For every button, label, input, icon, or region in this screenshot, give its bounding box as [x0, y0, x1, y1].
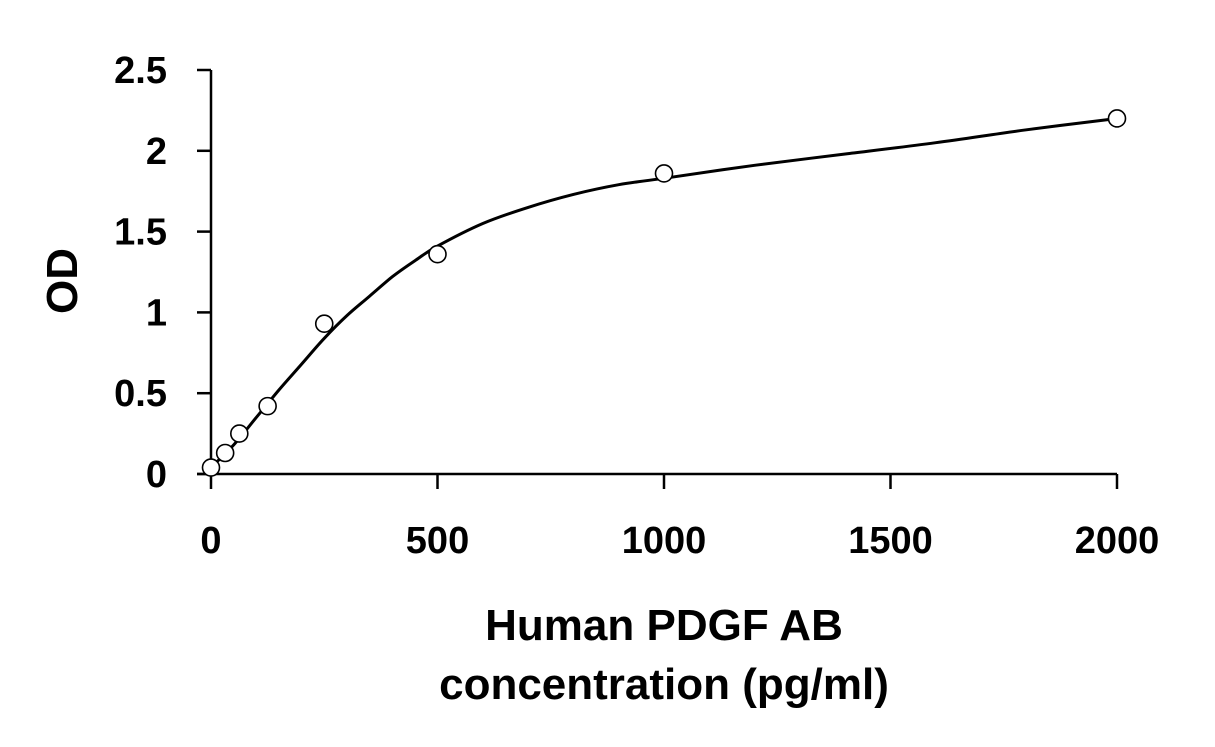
y-axis-ticks: 0 0.5 1 1.5 2 2.5	[114, 50, 211, 496]
data-point	[1107, 109, 1127, 128]
y-tick-label: 0.5	[114, 373, 167, 415]
data-point	[230, 424, 249, 443]
x-tick-label: 1500	[848, 520, 933, 562]
x-tick-label: 500	[406, 520, 469, 562]
data-point	[201, 458, 221, 477]
data-point	[314, 314, 334, 334]
x-axis-label-line-1: Human PDGF AB	[485, 601, 843, 650]
data-point	[258, 396, 277, 416]
x-tick-label: 2000	[1075, 520, 1160, 562]
x-tick-label: 0	[200, 520, 221, 562]
y-axis-label: OD	[38, 248, 87, 314]
axes	[197, 70, 1117, 476]
y-tick-label: 1	[146, 292, 167, 334]
y-tick-label: 1.5	[114, 212, 167, 254]
x-axis-ticks: 0 500 1000 1500 2000	[200, 474, 1159, 562]
y-tick-label: 2	[146, 131, 167, 173]
data-points	[201, 109, 1127, 477]
fit-curve-line	[209, 117, 1118, 469]
data-point	[428, 244, 447, 264]
x-tick-label: 1000	[622, 520, 707, 562]
x-axis-label-line-2: concentration (pg/ml)	[439, 660, 889, 709]
data-point	[654, 164, 674, 183]
data-point	[215, 443, 235, 463]
y-tick-label: 0	[146, 454, 167, 496]
y-tick-label: 2.5	[114, 50, 167, 92]
